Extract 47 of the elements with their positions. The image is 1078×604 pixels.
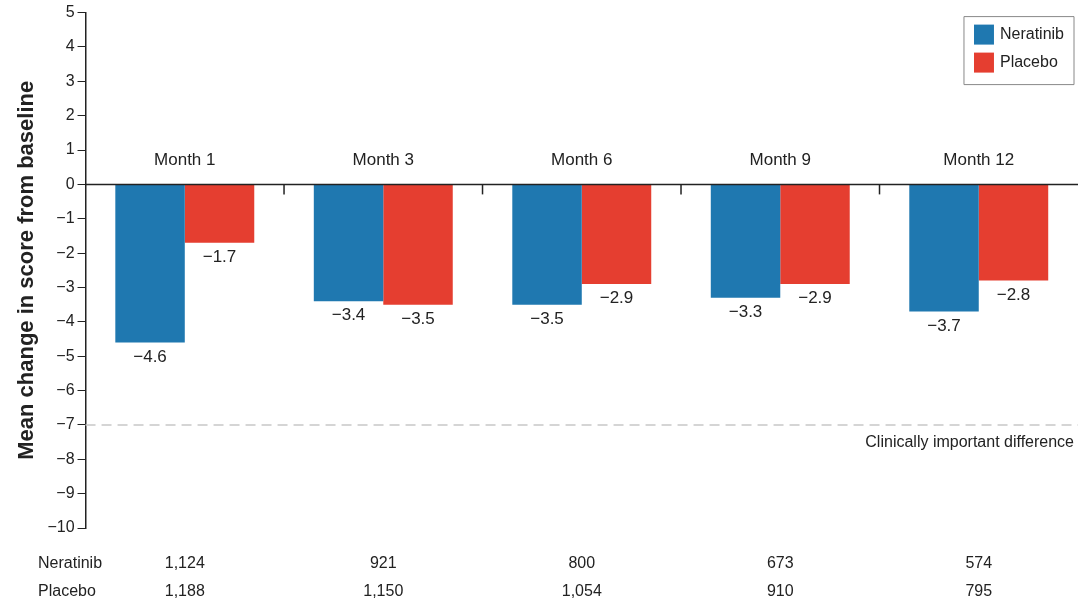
text: Placebo bbox=[38, 582, 96, 600]
y-tick-label: 4 bbox=[65, 37, 75, 55]
y-tick-label: 3 bbox=[65, 71, 75, 89]
data-label: −3.7 bbox=[927, 315, 961, 335]
y-tick-label: 1 bbox=[65, 140, 75, 158]
y-tick-label: −9 bbox=[56, 484, 75, 502]
legend-label: Placebo bbox=[999, 53, 1058, 71]
data-label: −3.3 bbox=[728, 301, 763, 321]
text: Neratinib bbox=[38, 554, 103, 572]
y-tick-label: −7 bbox=[56, 415, 75, 433]
x-tick-label: Month 3 bbox=[352, 149, 414, 169]
text: 795 bbox=[965, 582, 993, 600]
x-tick-label: Month 9 bbox=[749, 149, 811, 169]
x-tick-label: Month 12 bbox=[943, 149, 1015, 169]
text: 673 bbox=[766, 554, 794, 572]
data-label: −3.5 bbox=[401, 308, 435, 328]
y-tick-label: −4 bbox=[56, 312, 75, 330]
text: 1,124 bbox=[164, 554, 205, 572]
y-tick-label: −8 bbox=[56, 449, 75, 467]
legend-label: Neratinib bbox=[999, 25, 1065, 43]
data-label: −3.5 bbox=[530, 308, 564, 328]
y-tick-label: −10 bbox=[47, 518, 75, 536]
y-tick-label: −1 bbox=[56, 209, 75, 227]
y-tick-label: 2 bbox=[65, 106, 75, 124]
x-tick-label: Month 1 bbox=[154, 149, 216, 169]
y-axis-title: Mean change in score from baseline bbox=[13, 80, 39, 460]
data-label: −4.6 bbox=[133, 346, 167, 366]
data-label: −2.9 bbox=[599, 288, 634, 308]
y-tick-label: −3 bbox=[56, 277, 75, 295]
ref-line-label: Clinically important difference bbox=[865, 433, 1075, 451]
text: 800 bbox=[568, 554, 596, 572]
data-label: −3.4 bbox=[331, 305, 366, 325]
data-label: −2.8 bbox=[996, 284, 1031, 304]
text: 1,188 bbox=[164, 582, 205, 600]
text: 910 bbox=[766, 582, 794, 600]
y-tick-label: 5 bbox=[65, 3, 75, 21]
y-tick-label: −6 bbox=[56, 380, 75, 398]
data-label: −2.9 bbox=[798, 288, 832, 308]
x-tick-label: Month 6 bbox=[551, 149, 613, 169]
data-label: −1.7 bbox=[202, 247, 237, 266]
text: 574 bbox=[965, 554, 993, 572]
y-tick-label: −5 bbox=[56, 346, 75, 364]
y-tick-label: 0 bbox=[65, 174, 75, 192]
y-tick-label: −2 bbox=[56, 243, 75, 261]
text: 1,150 bbox=[363, 582, 404, 600]
text: 1,054 bbox=[561, 582, 602, 600]
text: 921 bbox=[369, 554, 397, 572]
